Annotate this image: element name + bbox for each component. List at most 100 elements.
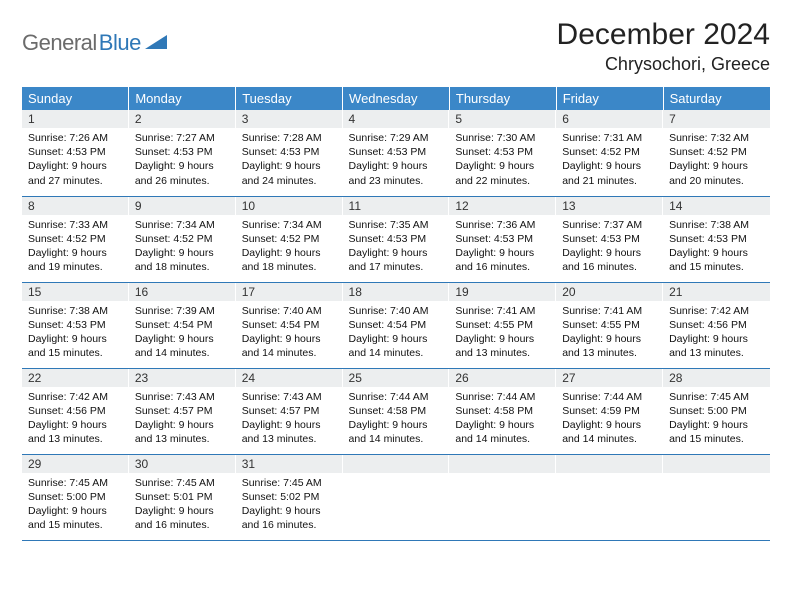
brand-logo: GeneralBlue [22,18,167,56]
calendar-cell: 14Sunrise: 7:38 AMSunset: 4:53 PMDayligh… [663,196,770,282]
sunrise-line: Sunrise: 7:33 AM [28,219,108,231]
sunset-line: Sunset: 4:52 PM [28,233,106,245]
location-label: Chrysochori, Greece [557,54,770,75]
daylight-line: Daylight: 9 hours and 16 minutes. [242,505,321,531]
day-number: 4 [343,110,450,128]
day-number: 29 [22,455,129,473]
day-number: 12 [449,197,556,215]
calendar-cell: 18Sunrise: 7:40 AMSunset: 4:54 PMDayligh… [343,282,450,368]
day-body: Sunrise: 7:42 AMSunset: 4:56 PMDaylight:… [663,301,770,367]
sunrise-line: Sunrise: 7:38 AM [28,305,108,317]
calendar-table: SundayMondayTuesdayWednesdayThursdayFrid… [22,87,770,541]
sunset-line: Sunset: 5:01 PM [135,491,213,503]
sunset-line: Sunset: 4:53 PM [455,146,533,158]
daylight-line: Daylight: 9 hours and 13 minutes. [455,333,534,359]
daylight-line: Daylight: 9 hours and 24 minutes. [242,160,321,186]
sunset-line: Sunset: 4:54 PM [349,319,427,331]
day-number: 13 [556,197,663,215]
calendar-cell: 26Sunrise: 7:44 AMSunset: 4:58 PMDayligh… [449,368,556,454]
calendar-cell: 23Sunrise: 7:43 AMSunset: 4:57 PMDayligh… [129,368,236,454]
day-number-empty [556,455,663,473]
day-body: Sunrise: 7:31 AMSunset: 4:52 PMDaylight:… [556,128,663,194]
sunset-line: Sunset: 4:52 PM [135,233,213,245]
daylight-line: Daylight: 9 hours and 20 minutes. [669,160,748,186]
sunset-line: Sunset: 4:54 PM [242,319,320,331]
sunset-line: Sunset: 4:57 PM [135,405,213,417]
day-body: Sunrise: 7:42 AMSunset: 4:56 PMDaylight:… [22,387,129,453]
sunrise-line: Sunrise: 7:39 AM [135,305,215,317]
calendar-cell: 6Sunrise: 7:31 AMSunset: 4:52 PMDaylight… [556,110,663,196]
calendar-cell: 16Sunrise: 7:39 AMSunset: 4:54 PMDayligh… [129,282,236,368]
sunrise-line: Sunrise: 7:29 AM [349,132,429,144]
daylight-line: Daylight: 9 hours and 14 minutes. [562,419,641,445]
sunset-line: Sunset: 4:55 PM [455,319,533,331]
sunset-line: Sunset: 4:52 PM [669,146,747,158]
day-body: Sunrise: 7:32 AM Sunset: 4:52 PM Daylight:… [663,128,770,194]
daylight-line: Daylight: 9 hours and 14 minutes. [242,333,321,359]
day-body: Sunrise: 7:28 AMSunset: 4:53 PMDaylight:… [236,128,343,194]
weekday-header: Monday [129,87,236,110]
sunset-line: Sunset: 4:53 PM [28,319,106,331]
calendar-cell: 24Sunrise: 7:43 AMSunset: 4:57 PMDayligh… [236,368,343,454]
day-body-empty [663,473,770,482]
day-body: Sunrise: 7:41 AMSunset: 4:55 PMDaylight:… [556,301,663,367]
daylight-line: Daylight: 9 hours and 23 minutes. [349,160,428,186]
daylight-line: Daylight: 9 hours and 26 minutes. [135,160,214,186]
daylight-line: Daylight: 9 hours and 15 minutes. [669,419,748,445]
daylight-line: Daylight: 9 hours and 19 minutes. [28,247,107,273]
daylight-line: Daylight: 9 hours and 14 minutes. [349,333,428,359]
title-block: December 2024 Chrysochori, Greece [557,18,770,75]
day-body: Sunrise: 7:34 AMSunset: 4:52 PMDaylight:… [129,215,236,281]
sunset-line: Sunset: 4:52 PM [242,233,320,245]
sunset-line: Sunset: 5:02 PM [242,491,320,503]
sunset-line: Sunset: 4:54 PM [135,319,213,331]
header: GeneralBlue December 2024 Chrysochori, G… [22,18,770,75]
sunrise-line: Sunrise: 7:32 AM [669,132,749,144]
day-body: Sunrise: 7:37 AMSunset: 4:53 PMDaylight:… [556,215,663,281]
weekday-header: Thursday [449,87,556,110]
calendar-cell: 20Sunrise: 7:41 AMSunset: 4:55 PMDayligh… [556,282,663,368]
sunset-line: Sunset: 4:53 PM [242,146,320,158]
calendar-cell: 28Sunrise: 7:45 AMSunset: 5:00 PMDayligh… [663,368,770,454]
day-number: 20 [556,283,663,301]
day-number: 10 [236,197,343,215]
sunrise-line: Sunrise: 7:43 AM [242,391,322,403]
calendar-cell: 12Sunrise: 7:36 AMSunset: 4:53 PMDayligh… [449,196,556,282]
day-body: Sunrise: 7:45 AMSunset: 5:01 PMDaylight:… [129,473,236,539]
day-number: 25 [343,369,450,387]
sunrise-line: Sunrise: 7:26 AM [28,132,108,144]
daylight-line: Daylight: 9 hours and 14 minutes. [349,419,428,445]
sunset-line: Sunset: 4:56 PM [28,405,106,417]
day-body: Sunrise: 7:35 AMSunset: 4:53 PMDaylight:… [343,215,450,281]
day-body: Sunrise: 7:40 AMSunset: 4:54 PMDaylight:… [236,301,343,367]
calendar-row: 1Sunrise: 7:26 AMSunset: 4:53 PMDaylight… [22,110,770,196]
daylight-line: Daylight: 9 hours and 15 minutes. [28,333,107,359]
calendar-cell: 4Sunrise: 7:29 AMSunset: 4:53 PMDaylight… [343,110,450,196]
sunrise-line: Sunrise: 7:45 AM [242,477,322,489]
day-number: 21 [663,283,770,301]
calendar-row: 8 Sunrise: 7:33 AM Sunset: 4:52 PM Daylight… [22,196,770,282]
sunset-line: Sunset: 4:55 PM [562,319,640,331]
weekday-header: Saturday [663,87,770,110]
sunset-line: Sunset: 4:53 PM [28,146,106,158]
brand-triangle-icon [145,33,167,49]
calendar-row: 29Sunrise: 7:45 AMSunset: 5:00 PMDayligh… [22,454,770,540]
calendar-cell: 29Sunrise: 7:45 AMSunset: 5:00 PMDayligh… [22,454,129,540]
day-number: 27 [556,369,663,387]
calendar-cell: 7Sunrise: 7:32 AMSunset: 4:52 PMDaylight… [663,110,770,196]
day-body: Sunrise: 7:39 AMSunset: 4:54 PMDaylight:… [129,301,236,367]
day-body: Sunrise: 7:44 AMSunset: 4:58 PMDaylight:… [449,387,556,453]
daylight-line: Daylight: 9 hours and 18 minutes. [135,247,214,273]
calendar-cell: 9Sunrise: 7:34 AMSunset: 4:52 PMDaylight… [129,196,236,282]
day-body-empty [343,473,450,482]
day-number: 15 [22,283,129,301]
sunrise-line: Sunrise: 7:30 AM [455,132,535,144]
daylight-line: Daylight: 9 hours and 13 minutes. [242,419,321,445]
daylight-line: Daylight: 9 hours and 13 minutes. [135,419,214,445]
sunrise-line: Sunrise: 7:40 AM [349,305,429,317]
day-number: 8 [22,197,129,215]
day-number: 11 [343,197,450,215]
daylight-line: Daylight: 9 hours and 18 minutes. [242,247,321,273]
sunset-line: Sunset: 4:59 PM [562,405,640,417]
day-body: Sunrise: 7:36 AMSunset: 4:53 PMDaylight:… [449,215,556,281]
